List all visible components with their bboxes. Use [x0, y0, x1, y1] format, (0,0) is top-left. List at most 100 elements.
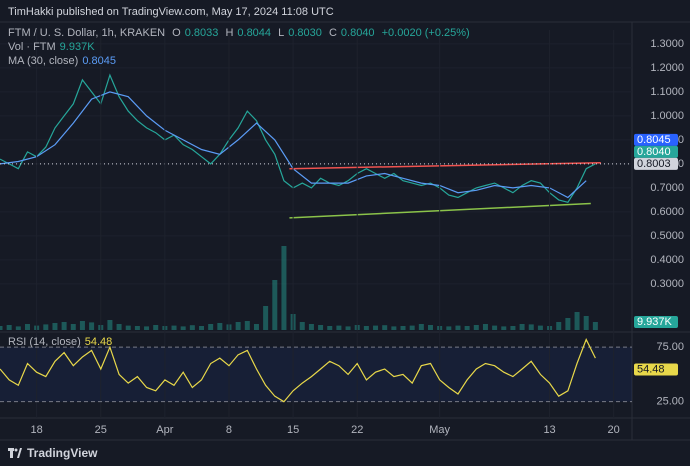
y-tick-label: 0.4000: [650, 254, 684, 266]
volume-bar: [107, 320, 113, 330]
ma-value: 0.8045: [82, 55, 116, 67]
ohlc-label: C: [328, 27, 337, 39]
header: TimHakki published on TradingView.com, M…: [8, 6, 334, 18]
ohlc-value: 0.8044: [237, 27, 272, 39]
volume-bar: [455, 325, 461, 330]
volume-bar: [180, 326, 186, 330]
volume-bar: [464, 326, 470, 330]
volume-bar: [519, 324, 525, 330]
volume-bar: [501, 326, 507, 330]
volume-bar: [171, 325, 177, 330]
x-tick-label: 8: [226, 424, 232, 436]
legend-row: Vol · FTM 9.937K: [8, 41, 99, 53]
volume-bar: [70, 324, 76, 330]
volume-bar: [153, 325, 159, 330]
price-badge: [634, 133, 678, 146]
volume-bar: [299, 322, 305, 330]
volume-bar: [134, 326, 140, 330]
volume-bar: [235, 322, 241, 330]
volume-bar: [15, 326, 21, 330]
price-badge-label: 0.8045: [637, 134, 671, 146]
footer: TradingView: [8, 446, 97, 460]
volume-bar: [528, 324, 534, 330]
volume-bar: [125, 325, 131, 330]
volume-bar: [363, 326, 369, 330]
volume-bar: [492, 325, 498, 330]
volume-bar: [6, 325, 12, 330]
volume-bar: [61, 322, 67, 330]
x-tick-label: Apr: [156, 424, 173, 436]
volume-bar: [79, 321, 85, 330]
volume-bar: [199, 326, 205, 330]
volume-bar: [144, 326, 150, 330]
volume-bar: [537, 325, 543, 330]
volume-bar: [592, 322, 598, 330]
rsi-value: 54.48: [84, 336, 113, 348]
volume-bar: [208, 324, 214, 330]
change: +0.0020 (+0.25%): [381, 27, 470, 39]
y-tick-label: 1.2000: [650, 62, 684, 74]
x-tick-label: 22: [351, 424, 363, 436]
volume-bar: [391, 326, 397, 330]
ohlc-label: H: [225, 27, 234, 39]
volume-bar: [400, 326, 406, 330]
volume-bar: [281, 246, 287, 330]
volume-bar: [345, 326, 351, 330]
volume-bar: [473, 325, 479, 330]
y-tick-label: 25.00: [656, 396, 684, 408]
x-tick-label: 20: [608, 424, 620, 436]
volume-bar: [89, 322, 95, 330]
volume-bar: [318, 325, 324, 330]
legend-row: RSI (14, close) 54.48: [8, 336, 116, 348]
series-line: [0, 338, 596, 403]
price-badge: [634, 363, 678, 376]
y-tick-label: 0.6000: [650, 206, 684, 218]
y-tick-label: 1.1000: [650, 86, 684, 98]
rsi-band: [0, 347, 632, 402]
volume-bar: [116, 324, 122, 330]
price-badge: [634, 145, 678, 158]
price-badge-label: 0.8040: [637, 146, 671, 158]
volume-bar: [189, 325, 195, 330]
y-tick-label: 1.0000: [650, 110, 684, 122]
series-line: [0, 73, 596, 203]
volume-bar: [24, 324, 30, 330]
volume-bar: [510, 326, 516, 330]
volume-bar: [52, 323, 58, 330]
volume-bar: [583, 316, 589, 330]
volume-bar: [427, 325, 433, 330]
price-badge-label: 9.937K: [637, 316, 673, 328]
volume-bar: [373, 325, 379, 330]
price-badge-label: 54.48: [637, 363, 665, 375]
volume-bar: [565, 318, 571, 330]
volume-bar: [446, 326, 452, 330]
volume-bar: [217, 323, 223, 330]
brand: TradingView: [27, 446, 98, 460]
y-tick-label: 0.7000: [650, 182, 684, 194]
volume-bar: [574, 312, 580, 330]
price-badge: [634, 157, 678, 170]
x-tick-label: May: [429, 424, 450, 436]
symbol: FTM / U. S. Dollar, 1h, KRAKEN: [8, 27, 166, 39]
ohlc-label: L: [278, 27, 285, 39]
ohlc-value: 0.8040: [340, 27, 375, 39]
ohlc-value: 0.8030: [288, 27, 322, 39]
x-tick-label: 25: [95, 424, 107, 436]
rsi-name: RSI (14, close): [8, 336, 81, 348]
volume-bar: [308, 324, 314, 330]
volume-bar: [272, 280, 278, 330]
volume-bar: [556, 322, 562, 330]
volume-name: Vol · FTM: [8, 41, 56, 53]
price-badge: [634, 316, 678, 328]
legend-row: FTM / U. S. Dollar, 1h, KRAKEN O 0.8033 H…: [8, 27, 474, 39]
volume-value: 9.937K: [59, 41, 95, 53]
logo: [8, 448, 22, 458]
volume-bar: [263, 306, 269, 330]
y-tick-label: 1.3000: [650, 38, 684, 50]
volume-bar: [382, 325, 388, 330]
volume-bar: [43, 324, 49, 330]
volume-bar: [336, 325, 342, 330]
x-tick-label: 13: [543, 424, 555, 436]
